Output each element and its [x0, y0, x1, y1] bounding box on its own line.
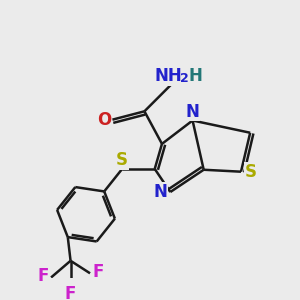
Text: F: F	[38, 267, 49, 285]
Text: S: S	[245, 163, 257, 181]
Text: S: S	[116, 151, 128, 169]
Text: F: F	[92, 263, 103, 281]
Text: 2: 2	[180, 72, 188, 85]
Text: O: O	[97, 111, 111, 129]
Text: F: F	[65, 285, 76, 300]
Text: H: H	[189, 67, 203, 85]
Text: N: N	[186, 103, 200, 121]
Text: NH: NH	[154, 67, 182, 85]
Text: N: N	[154, 183, 167, 201]
